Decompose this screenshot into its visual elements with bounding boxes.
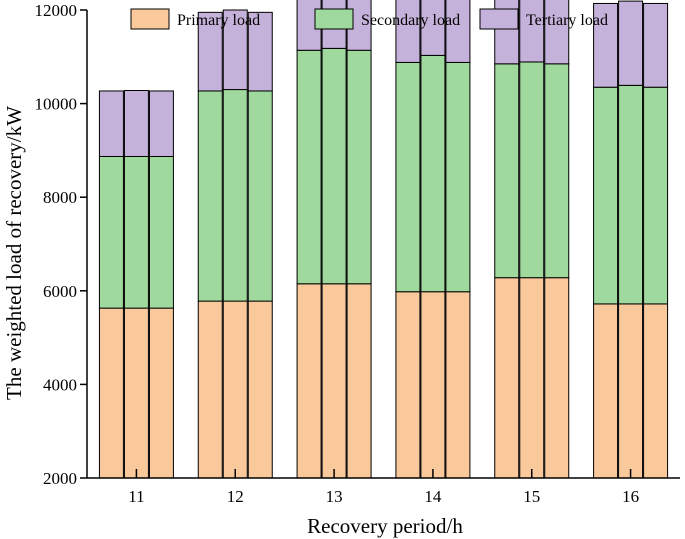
bar-tertiary-load-12-2 [222, 9, 248, 91]
x-tick-label: 16 [622, 487, 639, 506]
bar-primary-load-14-2 [420, 291, 446, 479]
bar-primary-load-16-2 [618, 303, 644, 479]
bar-primary-load-13-3 [346, 283, 372, 479]
bar-secondary-load-12-2 [222, 89, 248, 302]
bar-secondary-load-15-1 [494, 63, 520, 279]
bar-tertiary-load-14-3 [445, 0, 471, 63]
x-tick-label: 11 [128, 487, 144, 506]
bar-primary-load-15-3 [544, 277, 570, 479]
bar-primary-load-11-1 [98, 307, 124, 479]
bar-secondary-load-11-3 [148, 155, 174, 309]
bar-secondary-load-14-1 [395, 61, 421, 293]
bar-primary-load-14-1 [395, 291, 421, 479]
bar-tertiary-load-15-3 [544, 0, 570, 65]
legend-swatch-primary-load [130, 8, 170, 30]
bar-secondary-load-12-3 [247, 90, 273, 302]
bar-tertiary-load-16-2 [618, 0, 644, 86]
y-axis-title: The weighted load of recovery/kW [2, 106, 26, 400]
bar-tertiary-load-11-2 [123, 89, 149, 157]
bar-secondary-load-16-2 [618, 84, 644, 305]
bar-tertiary-load-14-1 [395, 0, 421, 63]
bar-primary-load-16-3 [643, 303, 669, 479]
bars-layer [98, 0, 669, 479]
x-axis-title: Recovery period/h [307, 514, 463, 538]
bar-tertiary-load-12-3 [247, 11, 273, 92]
bar-tertiary-load-15-2 [519, 0, 545, 63]
bar-secondary-load-14-3 [445, 61, 471, 293]
y-tick-label: 12000 [35, 1, 78, 20]
bar-primary-load-12-1 [197, 300, 223, 479]
legend-label-primary-load: Primary load [177, 12, 260, 29]
bar-tertiary-load-16-3 [643, 2, 669, 88]
x-tick-label: 15 [523, 487, 540, 506]
bar-primary-load-15-1 [494, 277, 520, 479]
x-tick-label: 14 [424, 487, 442, 506]
legend-label-secondary-load: Secondary load [361, 12, 460, 29]
bar-primary-load-11-3 [148, 307, 174, 479]
bar-primary-load-16-1 [593, 303, 619, 479]
bar-secondary-load-16-3 [643, 86, 669, 305]
bar-primary-load-13-1 [296, 283, 322, 479]
bar-secondary-load-13-3 [346, 49, 372, 285]
bar-primary-load-13-2 [321, 283, 347, 479]
bar-secondary-load-13-1 [296, 49, 322, 285]
bar-tertiary-load-16-1 [593, 2, 619, 88]
bar-secondary-load-15-2 [519, 61, 545, 279]
axes-layer: 11 12 13 14 15 16 2000 4000 6000 8000 10000 12000 [35, 1, 680, 506]
legend-label-tertiary-load: Tertiary load [526, 12, 608, 29]
legend-swatch-secondary-load [314, 8, 354, 30]
x-tick-label: 13 [326, 487, 343, 506]
bar-secondary-load-11-1 [98, 155, 124, 309]
bar-secondary-load-13-2 [321, 47, 347, 285]
bar-secondary-load-16-1 [593, 86, 619, 305]
bar-primary-load-12-3 [247, 300, 273, 479]
bar-primary-load-12-2 [222, 300, 248, 479]
bar-secondary-load-15-3 [544, 63, 570, 279]
y-tick-label: 6000 [43, 282, 77, 301]
bar-secondary-load-11-2 [123, 155, 149, 309]
bar-primary-load-15-2 [519, 277, 545, 479]
bar-secondary-load-12-1 [197, 90, 223, 302]
bar-primary-load-11-2 [123, 307, 149, 479]
bar-primary-load-14-3 [445, 291, 471, 479]
bar-tertiary-load-14-2 [420, 0, 446, 56]
bar-tertiary-load-12-1 [197, 11, 223, 92]
x-tick-label: 12 [227, 487, 244, 506]
bar-tertiary-load-11-1 [98, 90, 124, 157]
bar-tertiary-load-11-3 [148, 90, 174, 157]
y-tick-label: 2000 [43, 469, 77, 488]
y-tick-label: 8000 [43, 188, 77, 207]
y-tick-label: 4000 [43, 375, 77, 394]
y-tick-label: 10000 [35, 95, 78, 114]
legend: Primary load Secondary load Tertiary load [130, 8, 608, 30]
bar-secondary-load-14-2 [420, 54, 446, 293]
legend-swatch-tertiary-load [479, 8, 519, 30]
